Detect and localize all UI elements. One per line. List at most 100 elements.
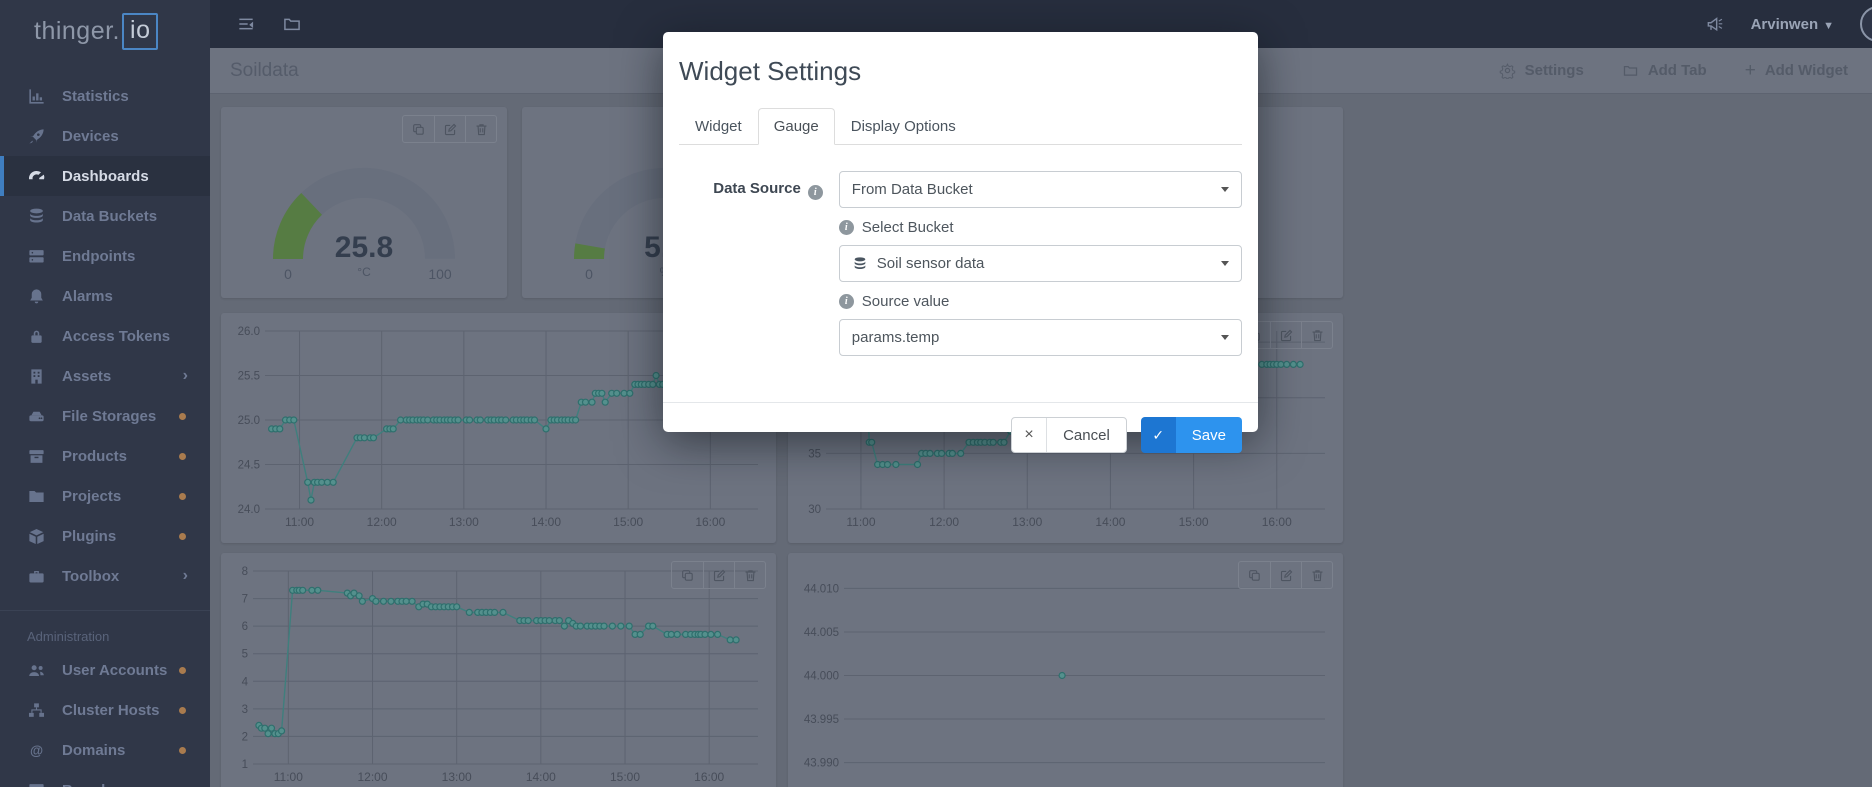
sidebar-item-file-storages[interactable]: File Storages: [0, 396, 210, 436]
megaphone-icon[interactable]: [1705, 14, 1725, 34]
avatar[interactable]: [1860, 6, 1872, 42]
svg-text:100: 100: [428, 266, 452, 282]
sidebar-item-domains[interactable]: @ Domains: [0, 730, 210, 770]
settings-label: Settings: [1524, 62, 1584, 79]
bell-icon: [27, 287, 46, 306]
building-icon: [27, 367, 46, 386]
select-bucket-label: Select Bucket: [861, 219, 954, 236]
widget-actions: [1238, 561, 1333, 589]
sidebar-item-alarms[interactable]: Alarms: [0, 276, 210, 316]
delete-widget-icon[interactable]: [1301, 322, 1332, 348]
sidebar-item-products[interactable]: Products: [0, 436, 210, 476]
tab-gauge[interactable]: Gauge: [757, 108, 835, 145]
sidebar-item-statistics[interactable]: Statistics: [0, 76, 210, 116]
lock-icon: [27, 327, 46, 346]
delete-widget-icon[interactable]: [1301, 562, 1332, 588]
bucket-select[interactable]: Soil sensor data: [838, 245, 1242, 282]
save-button[interactable]: ✓ Save: [1140, 417, 1242, 453]
logo-text: thinger.: [34, 16, 121, 45]
svg-text:@: @: [30, 742, 43, 757]
svg-text:43.990: 43.990: [804, 758, 839, 770]
close-icon: ×: [1012, 418, 1048, 452]
svg-text:3: 3: [242, 704, 248, 716]
sidebar-item-label: Cluster Hosts: [62, 701, 160, 719]
duplicate-widget-icon[interactable]: [672, 562, 703, 588]
svg-text:16:00: 16:00: [695, 515, 725, 529]
sidebar-item-data-buckets[interactable]: Data Buckets: [0, 196, 210, 236]
svg-text:8: 8: [242, 566, 248, 578]
sidebar-item-dashboards[interactable]: Dashboards: [0, 156, 210, 196]
caret-down-icon: [1221, 261, 1229, 266]
notification-dot: [179, 706, 186, 714]
sidebar-item-label: Statistics: [62, 87, 129, 105]
svg-text:43.995: 43.995: [804, 714, 839, 726]
sidebar-item-toolbox[interactable]: Toolbox ›: [0, 556, 210, 596]
svg-text:16:00: 16:00: [1262, 515, 1292, 529]
sidebar-item-user-accounts[interactable]: User Accounts: [0, 650, 210, 690]
svg-text:15:00: 15:00: [613, 515, 643, 529]
sidebar-item-brands[interactable]: Brands: [0, 770, 210, 787]
tab-display-options[interactable]: Display Options: [850, 118, 956, 135]
desktop-icon: [27, 781, 46, 787]
sidebar-item-plugins[interactable]: Plugins: [0, 516, 210, 556]
sidebar-item-label: Assets: [62, 367, 112, 385]
svg-text:12:00: 12:00: [929, 515, 959, 529]
edit-widget-icon[interactable]: [703, 562, 734, 588]
sidebar-item-label: Plugins: [62, 527, 117, 545]
edit-widget-icon[interactable]: [1270, 322, 1301, 348]
chevron-right-icon: ›: [182, 567, 188, 584]
modal-title: Widget Settings: [679, 56, 862, 86]
username: Arvinwen: [1750, 15, 1819, 33]
settings-button[interactable]: Settings: [1499, 62, 1584, 79]
sidebar-toggle-icon[interactable]: [236, 14, 256, 34]
edit-widget-icon[interactable]: [434, 116, 465, 142]
duplicate-widget-icon[interactable]: [1239, 562, 1270, 588]
cancel-button[interactable]: × Cancel: [1011, 417, 1127, 453]
source-value-label: Source value: [861, 293, 950, 310]
dashboards-folder-icon[interactable]: [282, 14, 302, 34]
add-tab-label: Add Tab: [1647, 62, 1707, 79]
add-tab-button[interactable]: Add Tab: [1622, 62, 1707, 79]
tab-widget[interactable]: Widget: [695, 118, 742, 135]
sidebar-item-cluster-hosts[interactable]: Cluster Hosts: [0, 690, 210, 730]
sitemap-icon: [27, 701, 46, 720]
widget-settings-modal: Widget Settings Widget Gauge Display Opt…: [663, 32, 1258, 453]
sidebar-section-administration: Administration: [27, 629, 110, 644]
sidebar-item-label: Devices: [62, 127, 119, 145]
sidebar-item-label: Products: [62, 447, 128, 465]
data-source-value: From Data Bucket: [851, 181, 973, 198]
sidebar-item-access-tokens[interactable]: Access Tokens: [0, 316, 210, 356]
data-source-label-row: Data Source i: [679, 171, 823, 356]
duplicate-widget-icon[interactable]: [403, 116, 434, 142]
data-source-select[interactable]: From Data Bucket: [838, 171, 1242, 208]
svg-text:13:00: 13:00: [442, 770, 472, 784]
gauge-widget-temperature: 25.8 °C 0 100: [221, 107, 507, 298]
bar-chart-icon: [27, 87, 46, 106]
svg-text:24.5: 24.5: [238, 460, 260, 472]
svg-text:14:00: 14:00: [531, 515, 561, 529]
delete-widget-icon[interactable]: [734, 562, 765, 588]
check-icon: ✓: [1140, 417, 1176, 453]
svg-text:11:00: 11:00: [274, 770, 303, 784]
sidebar-item-label: User Accounts: [62, 661, 168, 679]
svg-text:30: 30: [808, 504, 821, 516]
user-menu[interactable]: Arvinwen ▼: [1751, 16, 1834, 33]
delete-widget-icon[interactable]: [465, 116, 496, 142]
svg-text:26.0: 26.0: [238, 326, 260, 338]
source-value-select[interactable]: params.temp: [838, 319, 1242, 356]
add-widget-button[interactable]: + Add Widget: [1745, 61, 1848, 80]
save-label: Save: [1175, 417, 1242, 453]
archive-icon: [27, 447, 46, 466]
sidebar-item-assets[interactable]: Assets ›: [0, 356, 210, 396]
chart-widget-ph: 11:00 12:00 13:00 14:00 15:00 16:00 1 2 3 4 5 6 7 8: [221, 553, 776, 787]
sidebar-item-endpoints[interactable]: Endpoints: [0, 236, 210, 276]
sidebar-item-label: Brands: [62, 782, 114, 787]
sidebar-item-devices[interactable]: Devices: [0, 116, 210, 156]
svg-text:13:00: 13:00: [1012, 515, 1042, 529]
sidebar-item-projects[interactable]: Projects: [0, 476, 210, 516]
users-icon: [27, 661, 46, 680]
svg-text:44.005: 44.005: [804, 627, 839, 639]
edit-widget-icon[interactable]: [1270, 562, 1301, 588]
folder-icon: [1622, 62, 1639, 79]
